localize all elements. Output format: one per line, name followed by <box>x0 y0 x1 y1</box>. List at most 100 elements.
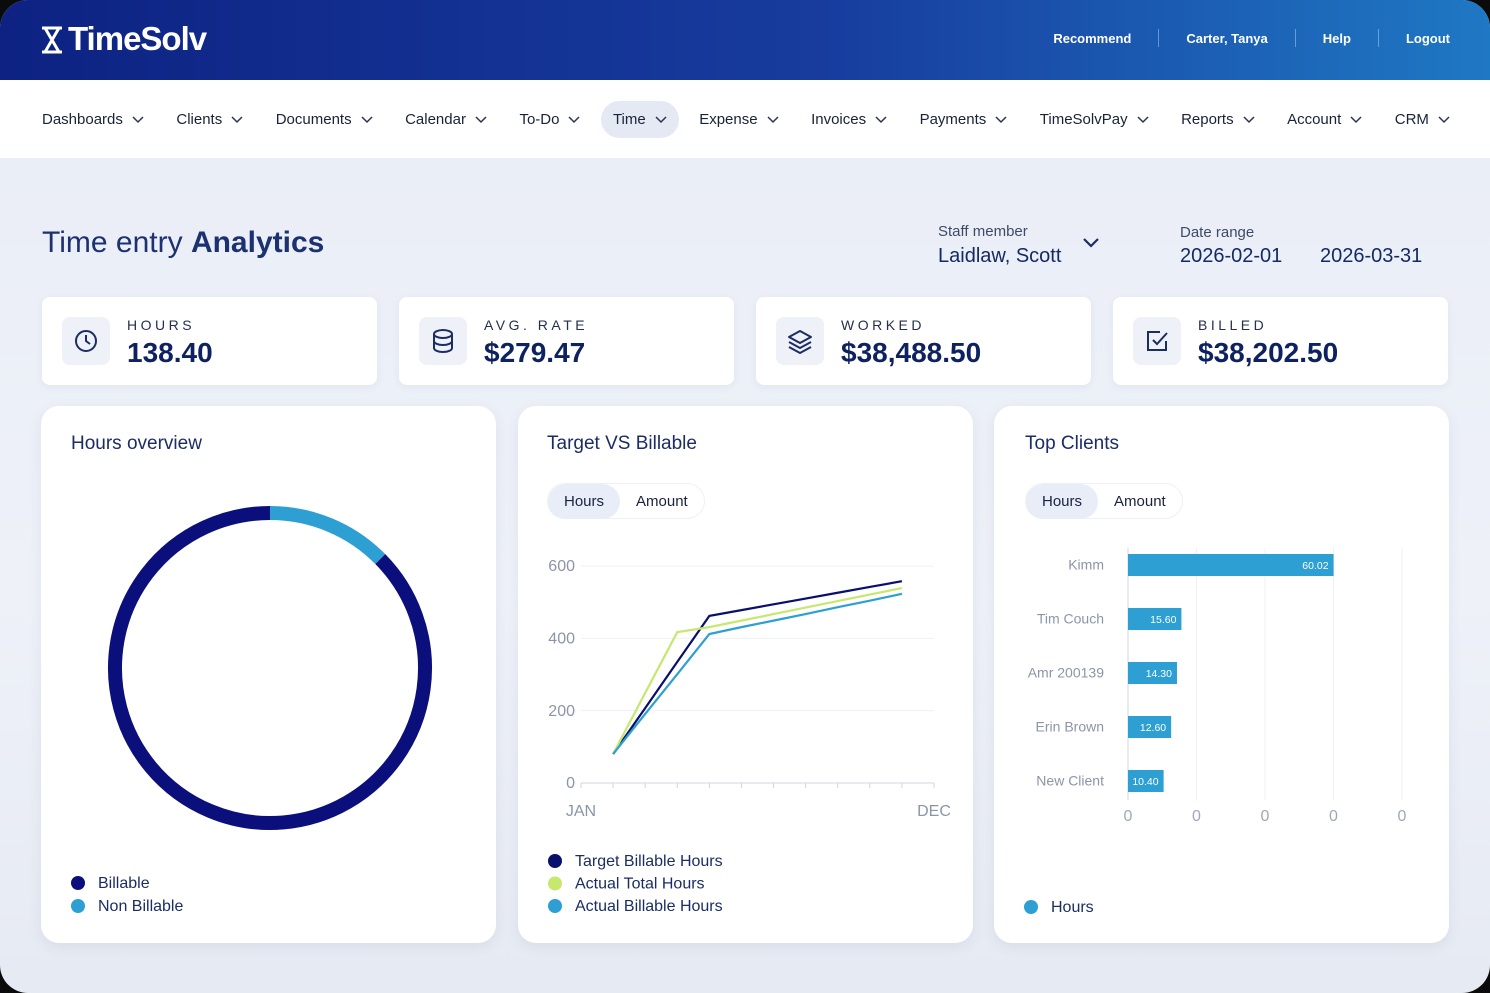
nav-chevron <box>132 111 144 128</box>
toggle-option[interactable]: Hours <box>548 483 621 519</box>
stat-icon <box>419 317 467 365</box>
nav-item[interactable]: Time <box>600 100 679 138</box>
line-series <box>612 592 903 755</box>
y-tick-label: Amr 200139 <box>1028 665 1104 681</box>
nav-item[interactable]: Documents <box>264 101 385 138</box>
legend-label: Non Billable <box>98 898 183 915</box>
nav-chevron <box>1137 111 1149 128</box>
nav-label: TimeSolvPay <box>1039 110 1128 128</box>
nav-chevron <box>1350 111 1362 128</box>
nav-chevron <box>767 111 779 128</box>
nav-chevron <box>1243 111 1255 128</box>
value-label: 10.40 <box>1132 776 1158 788</box>
toggle-option[interactable]: Hours <box>1026 483 1099 519</box>
nav-item[interactable]: Reports <box>1169 101 1267 138</box>
stat-card: WORKED $38,488.50 <box>756 297 1091 385</box>
legend-marker <box>548 854 562 868</box>
donut-segment <box>108 506 432 830</box>
chart-title: Target VS Billable <box>547 433 697 454</box>
y-tick-label: 200 <box>548 703 575 720</box>
nav-item[interactable]: Dashboards <box>30 101 156 138</box>
legend-label: Actual Billable Hours <box>575 898 723 915</box>
header-link[interactable]: Recommend <box>1053 30 1132 46</box>
nav-bar: Dashboards Clients Documents Calendar To-Do T… <box>0 80 1490 158</box>
title-bold: Analytics <box>190 226 325 259</box>
chart-title: Top Clients <box>1025 433 1119 454</box>
nav-label: CRM <box>1394 110 1429 128</box>
nav-chevron <box>475 111 487 128</box>
staff-label: Staff member <box>938 223 1028 240</box>
stat-value: $38,202.50 <box>1198 337 1339 368</box>
nav-item[interactable]: Expense <box>687 101 790 138</box>
date-start[interactable]: 2026-02-01 <box>1180 245 1283 267</box>
staff-select[interactable]: Laidlaw, Scott <box>938 245 1062 267</box>
nav-chevron <box>361 111 373 128</box>
bar <box>1128 770 1164 792</box>
nav-item[interactable]: Invoices <box>799 101 899 138</box>
legend-label: Billable <box>98 875 150 892</box>
staff-chevron[interactable] <box>1082 236 1100 250</box>
stat-label: BILLED <box>1198 317 1268 333</box>
nav-label: Payments <box>919 110 987 128</box>
separator <box>1158 29 1160 47</box>
logo-icon <box>42 26 62 54</box>
nav-item[interactable]: CRM <box>1383 101 1462 138</box>
bar <box>1128 716 1172 738</box>
y-tick-label: New Client <box>1036 773 1104 789</box>
legend-label: Hours <box>1051 899 1094 916</box>
legend-marker <box>71 899 85 913</box>
date-label: Date range <box>1180 224 1255 241</box>
toggle-option[interactable]: Amount <box>1114 492 1166 510</box>
separator <box>1377 29 1379 47</box>
header-links: Recommend Carter, Tanya Help Logout <box>1053 29 1450 47</box>
stat-icon <box>776 317 824 365</box>
stat-label: HOURS <box>127 317 196 333</box>
bar <box>1128 554 1334 576</box>
legend-marker <box>548 899 562 913</box>
nav-item[interactable]: Payments <box>908 101 1020 138</box>
toggle: Hours Amount <box>547 483 705 519</box>
nav-item[interactable]: Clients <box>164 101 255 138</box>
nav-item[interactable]: To-Do <box>507 101 592 138</box>
value-label: 14.30 <box>1146 668 1172 680</box>
nav-item[interactable]: Calendar <box>393 101 499 138</box>
x-tick-label: DEC <box>917 803 951 820</box>
legend-marker <box>71 876 85 890</box>
nav-label: Expense <box>699 110 758 128</box>
header-link[interactable]: Help <box>1322 30 1351 46</box>
legend-marker <box>548 876 562 891</box>
donut-segment <box>269 506 386 565</box>
toggle-option[interactable]: Amount <box>636 492 688 510</box>
x-tick-label: 0 <box>1398 808 1407 825</box>
value-label: 12.60 <box>1140 722 1166 734</box>
nav-label: Documents <box>275 110 352 128</box>
separator <box>1294 29 1296 47</box>
date-end[interactable]: 2026-03-31 <box>1320 245 1423 267</box>
value-label: 60.02 <box>1302 560 1328 572</box>
header: TimeSolv Recommend Carter, Tanya Help Logou… <box>0 0 1490 80</box>
nav-label: Reports <box>1181 110 1234 128</box>
title-light: Time entry <box>42 226 183 259</box>
header-link[interactable]: Logout <box>1405 30 1450 46</box>
nav-item[interactable]: Account <box>1275 101 1374 138</box>
stat-label: WORKED <box>841 317 925 333</box>
bar <box>1128 608 1182 630</box>
logo[interactable]: TimeSolv <box>68 20 207 57</box>
y-tick-label: 400 <box>548 631 575 648</box>
toggle: Hours Amount <box>1025 483 1183 519</box>
stat-card: HOURS 138.40 <box>42 297 377 385</box>
stat-label: AVG. RATE <box>484 317 589 333</box>
nav-chevron <box>231 111 243 128</box>
nav-item[interactable]: TimeSolvPay <box>1028 101 1161 138</box>
bar <box>1128 662 1177 684</box>
header-link[interactable]: Carter, Tanya <box>1186 30 1268 46</box>
legend-marker <box>1024 900 1038 914</box>
nav-label: To-Do <box>519 110 560 128</box>
stat-value: 138.40 <box>127 337 213 368</box>
stat-icon <box>1133 317 1181 365</box>
nav-chevron <box>995 111 1007 128</box>
y-tick-label: Kimm <box>1068 557 1104 573</box>
y-tick-label: 600 <box>548 558 575 575</box>
nav-chevron <box>655 111 667 128</box>
nav-chevron <box>875 111 887 128</box>
